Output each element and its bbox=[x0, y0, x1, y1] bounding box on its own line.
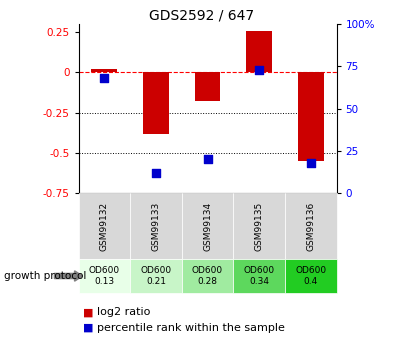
Bar bbox=[79, 259, 130, 293]
Bar bbox=[298, 72, 324, 161]
Bar bbox=[285, 193, 337, 259]
Bar bbox=[195, 72, 220, 101]
Text: OD600
0.21: OD600 0.21 bbox=[140, 266, 172, 286]
Text: GSM99136: GSM99136 bbox=[306, 201, 315, 250]
Text: OD600
0.28: OD600 0.28 bbox=[192, 266, 223, 286]
Text: GSM99132: GSM99132 bbox=[100, 201, 109, 250]
Text: percentile rank within the sample: percentile rank within the sample bbox=[97, 323, 285, 333]
Bar bbox=[246, 31, 272, 72]
Bar bbox=[182, 193, 233, 259]
Text: GDS2592 / 647: GDS2592 / 647 bbox=[149, 9, 254, 23]
Bar bbox=[233, 259, 285, 293]
Point bbox=[101, 76, 108, 81]
Point bbox=[256, 67, 262, 72]
Text: growth protocol: growth protocol bbox=[4, 271, 86, 281]
Bar bbox=[130, 259, 182, 293]
Text: ■: ■ bbox=[83, 323, 97, 333]
Point bbox=[153, 170, 159, 176]
Text: ■: ■ bbox=[83, 307, 97, 317]
Bar bbox=[143, 72, 169, 134]
Text: OD600
0.34: OD600 0.34 bbox=[243, 266, 275, 286]
Text: GSM99133: GSM99133 bbox=[152, 201, 160, 250]
Point bbox=[204, 157, 211, 162]
Bar bbox=[91, 69, 117, 72]
Bar bbox=[285, 259, 337, 293]
Text: OD600
0.13: OD600 0.13 bbox=[89, 266, 120, 286]
Text: log2 ratio: log2 ratio bbox=[97, 307, 150, 317]
Bar bbox=[130, 193, 182, 259]
Text: GSM99134: GSM99134 bbox=[203, 201, 212, 250]
Bar bbox=[79, 193, 130, 259]
Point bbox=[307, 160, 314, 166]
Bar bbox=[233, 193, 285, 259]
Bar bbox=[182, 259, 233, 293]
Text: GSM99135: GSM99135 bbox=[255, 201, 264, 250]
Text: OD600
0.4: OD600 0.4 bbox=[295, 266, 326, 286]
